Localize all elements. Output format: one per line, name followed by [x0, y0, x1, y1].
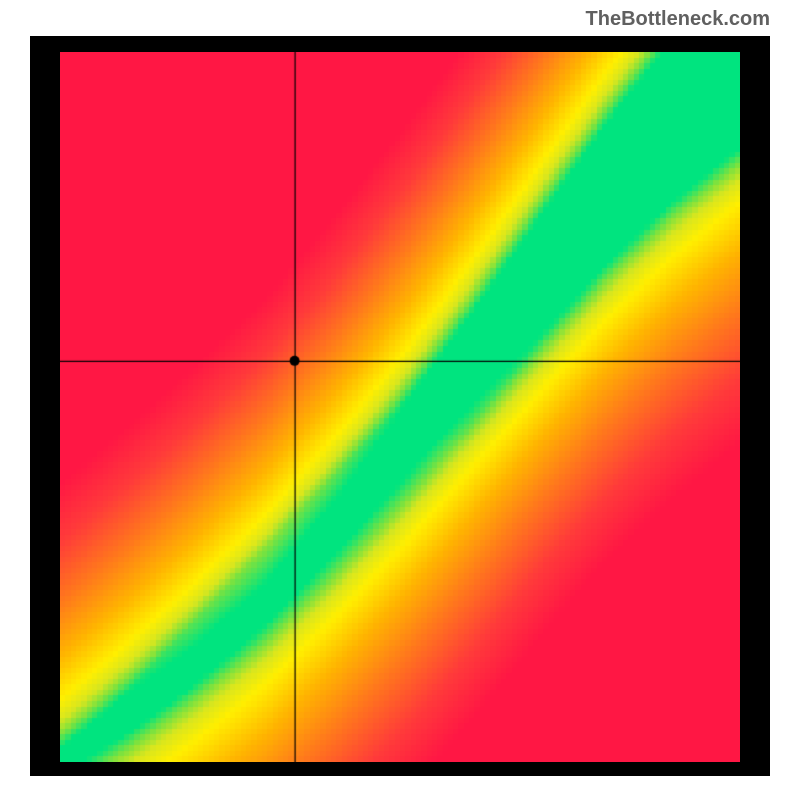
heatmap-plot — [30, 36, 770, 776]
crosshair-overlay — [60, 52, 740, 762]
attribution-text: TheBottleneck.com — [586, 8, 770, 31]
chart-container: TheBottleneck.com — [0, 0, 800, 800]
